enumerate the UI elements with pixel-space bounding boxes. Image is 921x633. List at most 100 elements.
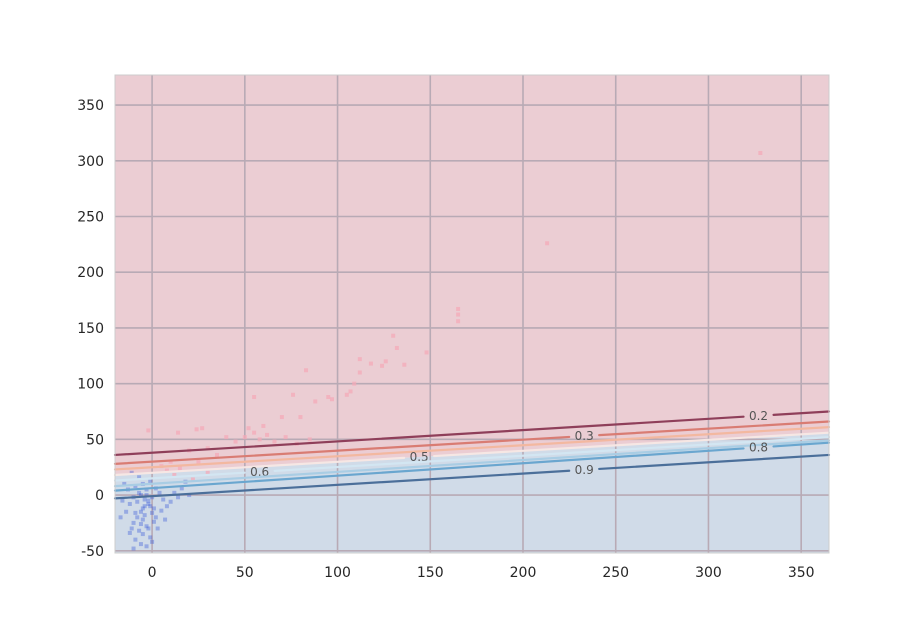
data-point — [164, 504, 169, 509]
data-point — [144, 524, 149, 529]
data-point — [313, 399, 318, 404]
contour-line — [598, 453, 831, 471]
data-point — [140, 506, 145, 511]
data-point — [196, 459, 201, 464]
data-point — [137, 528, 142, 533]
x-axis-ticks: 0 50 100 150 200 250 300 350 — [148, 565, 815, 581]
data-point — [257, 437, 262, 442]
x-tick-label: 250 — [602, 565, 629, 581]
data-point — [142, 497, 147, 502]
data-point — [163, 517, 168, 522]
data-point — [357, 370, 362, 375]
contour-line — [113, 469, 571, 500]
data-point — [131, 520, 136, 525]
data-point — [252, 430, 257, 435]
data-point — [148, 504, 153, 509]
data-point — [215, 452, 219, 457]
data-point — [394, 345, 399, 350]
contour-line — [273, 436, 831, 472]
x-tick-label: 100 — [324, 565, 351, 581]
data-point — [129, 526, 134, 531]
data-point — [456, 306, 461, 311]
y-tick-label: 100 — [77, 377, 104, 393]
y-tick-label: 200 — [77, 265, 104, 281]
contour-label: 0.6 — [250, 465, 269, 479]
data-point — [155, 526, 160, 531]
data-point — [424, 350, 429, 355]
data-point — [140, 517, 145, 522]
data-point — [233, 439, 238, 444]
data-point — [159, 508, 164, 513]
data-point — [127, 530, 132, 535]
contour-line — [113, 447, 745, 492]
data-point — [137, 490, 142, 495]
contour-label: 0.8 — [749, 440, 768, 454]
y-tick-label: 250 — [77, 210, 104, 226]
data-point — [144, 544, 149, 549]
data-point — [172, 490, 177, 495]
y-tick-label: 350 — [77, 98, 104, 114]
data-point — [133, 510, 138, 515]
y-tick-label: 300 — [77, 154, 104, 170]
data-point — [153, 515, 158, 520]
data-point — [352, 381, 357, 386]
x-tick-label: 300 — [695, 565, 722, 581]
data-point — [151, 519, 156, 524]
data-point — [127, 501, 132, 506]
contour-label: 0.5 — [410, 450, 429, 464]
region-lower — [115, 432, 829, 553]
data-point — [456, 319, 461, 324]
contour-line — [772, 441, 831, 448]
data-point — [133, 484, 138, 489]
data-point — [164, 468, 169, 473]
data-point — [307, 437, 312, 442]
data-point — [177, 466, 182, 471]
data-point — [187, 493, 192, 498]
data-point — [383, 359, 388, 364]
contour-line — [433, 431, 831, 458]
x-tick-label: 350 — [788, 565, 815, 581]
data-point — [135, 499, 140, 504]
data-point — [148, 535, 153, 540]
data-point — [138, 493, 143, 498]
data-point — [161, 497, 166, 502]
contour-line — [772, 410, 831, 416]
contour-line — [598, 420, 831, 437]
x-tick-label: 50 — [236, 565, 254, 581]
contour-line — [113, 415, 745, 457]
contour-label: 0.9 — [575, 463, 594, 477]
data-point — [150, 495, 155, 500]
data-point — [298, 415, 303, 420]
contour-lines: 0.2 0.3 0.5 0.6 0.8 0.9 — [113, 409, 831, 500]
data-point — [252, 395, 257, 400]
data-point — [283, 435, 288, 440]
data-point — [148, 479, 153, 484]
data-point — [138, 509, 143, 514]
contour-label: 0.3 — [575, 429, 594, 443]
contour-label: 0.2 — [749, 409, 768, 423]
data-point — [265, 432, 270, 437]
y-tick-label: 0 — [95, 488, 104, 504]
data-point — [348, 389, 353, 394]
data-point — [144, 493, 149, 498]
data-point — [146, 526, 151, 531]
data-point — [140, 532, 145, 537]
y-tick-label: -50 — [81, 544, 104, 560]
data-point — [122, 481, 127, 486]
data-point — [150, 510, 155, 515]
data-point — [168, 499, 173, 504]
data-point — [138, 522, 143, 527]
data-point — [129, 470, 134, 475]
y-tick-label: 150 — [77, 321, 104, 337]
scatter-points — [118, 150, 763, 551]
data-point — [146, 501, 151, 506]
data-point — [329, 397, 334, 402]
data-point — [146, 498, 151, 503]
data-point — [179, 486, 184, 491]
data-point — [205, 470, 210, 475]
data-point — [242, 435, 247, 440]
data-point — [133, 537, 138, 542]
plot-frame — [114, 74, 830, 554]
data-point — [151, 506, 156, 511]
